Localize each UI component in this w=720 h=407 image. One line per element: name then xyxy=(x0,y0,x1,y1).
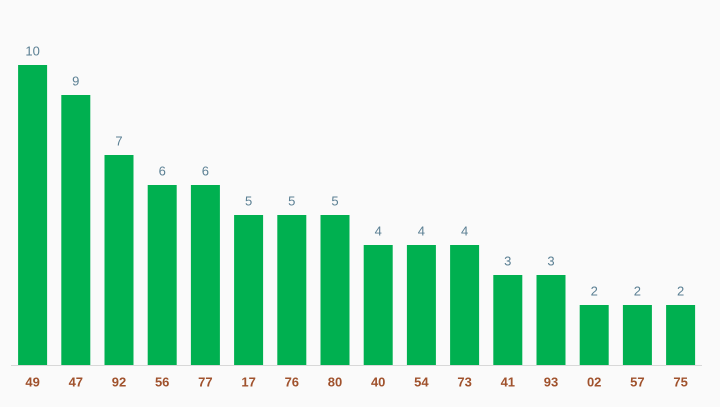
bar xyxy=(666,305,696,365)
x-tick-label: 56 xyxy=(155,374,169,389)
value-label: 6 xyxy=(202,163,209,178)
value-label: 2 xyxy=(677,283,684,298)
x-tick-label: 57 xyxy=(630,374,644,389)
bar xyxy=(363,245,393,365)
bar xyxy=(579,305,609,365)
x-tick-label: 76 xyxy=(285,374,299,389)
value-label: 3 xyxy=(504,253,511,268)
value-label: 3 xyxy=(547,253,554,268)
x-tick-label: 77 xyxy=(198,374,212,389)
bar xyxy=(104,155,134,365)
bar xyxy=(406,245,436,365)
x-tick-label: 40 xyxy=(371,374,385,389)
value-label: 9 xyxy=(72,73,79,88)
x-tick-label: 17 xyxy=(241,374,255,389)
x-tick-label: 47 xyxy=(69,374,83,389)
x-tick-label: 80 xyxy=(328,374,342,389)
bar xyxy=(234,215,264,365)
bar xyxy=(61,95,91,365)
x-tick-label: 92 xyxy=(112,374,126,389)
value-label: 2 xyxy=(591,283,598,298)
x-tick-label: 49 xyxy=(25,374,39,389)
x-tick-label: 54 xyxy=(414,374,429,389)
value-label: 7 xyxy=(115,133,122,148)
value-label: 4 xyxy=(461,223,468,238)
bar xyxy=(190,185,220,365)
bar xyxy=(536,275,566,365)
value-label: 5 xyxy=(288,193,295,208)
x-tick-label: 93 xyxy=(544,374,558,389)
value-label: 5 xyxy=(331,193,338,208)
x-tick-label: 73 xyxy=(457,374,471,389)
value-label: 4 xyxy=(375,223,382,238)
bar xyxy=(320,215,350,365)
bar xyxy=(450,245,480,365)
value-label: 5 xyxy=(245,193,252,208)
value-label: 4 xyxy=(418,223,425,238)
x-tick-label: 41 xyxy=(501,374,515,389)
value-label: 10 xyxy=(25,43,39,58)
bar xyxy=(277,215,307,365)
bar xyxy=(18,65,48,365)
x-tick-label: 02 xyxy=(587,374,601,389)
bar xyxy=(493,275,523,365)
value-label: 6 xyxy=(159,163,166,178)
value-label: 2 xyxy=(634,283,641,298)
bar xyxy=(622,305,652,365)
x-tick-label: 75 xyxy=(673,374,687,389)
bar xyxy=(147,185,177,365)
